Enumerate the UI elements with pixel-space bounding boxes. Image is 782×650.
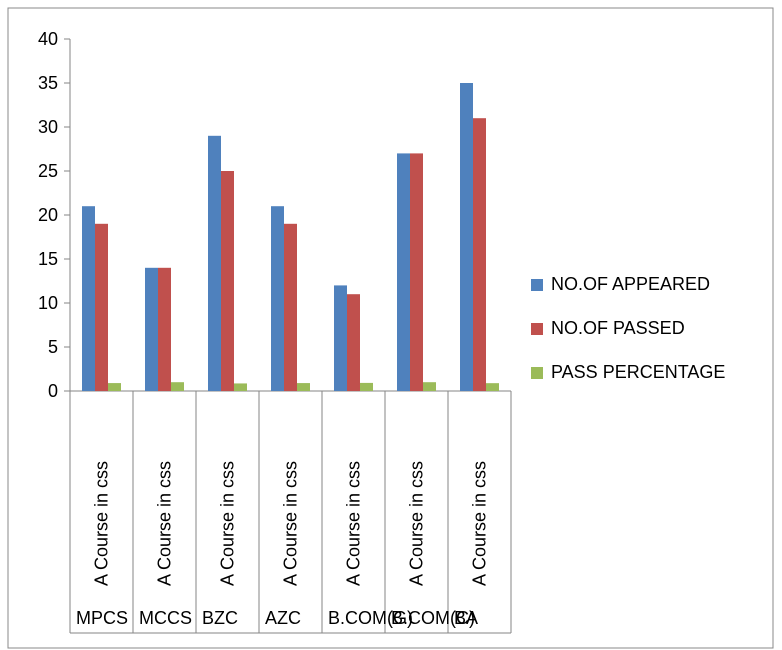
bar	[284, 223, 297, 391]
legend-swatch	[531, 323, 543, 335]
y-tick-label: 25	[38, 161, 58, 181]
legend-swatch	[531, 367, 543, 379]
category-label: A Course in css	[155, 461, 175, 586]
bar	[410, 153, 423, 391]
category-label: A Course in css	[407, 461, 427, 586]
category-label: A Course in css	[344, 461, 364, 586]
bar	[171, 382, 184, 391]
group-label: BA	[454, 608, 478, 628]
y-tick-label: 0	[48, 381, 58, 401]
group-label: AZC	[265, 608, 301, 628]
bar	[158, 267, 171, 391]
y-tick-label: 35	[38, 73, 58, 93]
y-tick-label: 30	[38, 117, 58, 137]
bar	[423, 382, 436, 391]
bar	[473, 118, 486, 391]
bar	[334, 285, 347, 391]
axes	[69, 39, 512, 634]
group-label: MPCS	[76, 608, 128, 628]
bar	[208, 135, 221, 391]
category-label: A Course in css	[92, 461, 112, 586]
y-tick-label: 10	[38, 293, 58, 313]
legend-label: NO.OF APPEARED	[551, 274, 710, 294]
bar	[460, 83, 473, 391]
y-tick-label: 20	[38, 205, 58, 225]
group-label: B.COM(G)	[328, 608, 413, 628]
bar	[360, 382, 373, 391]
bar	[347, 294, 360, 391]
bar	[145, 267, 158, 391]
chart-border	[7, 7, 774, 649]
bar	[221, 171, 234, 391]
group-label: MCCS	[139, 608, 192, 628]
bar	[397, 153, 410, 391]
group-label: B.COM(C)	[391, 608, 475, 628]
y-tick-label: 15	[38, 249, 58, 269]
y-tick-label: 40	[38, 29, 58, 49]
y-tick-label: 5	[48, 337, 58, 357]
bar	[82, 206, 95, 391]
bar	[234, 383, 247, 391]
legend-label: NO.OF PASSED	[551, 318, 685, 338]
y-axis-ticks: 0 5 10 15 20 25 30 35 40	[38, 29, 70, 401]
category-label: A Course in css	[470, 461, 490, 586]
legend-swatch	[531, 279, 543, 291]
bar	[95, 223, 108, 391]
legend: NO.OF APPEARED NO.OF PASSED PASS PERCENTAG…	[531, 274, 725, 382]
group-label: BZC	[202, 608, 238, 628]
category-labels: A Course in css MPCS A Course in css MCCS A …	[76, 461, 490, 628]
bar	[297, 383, 310, 391]
bar	[271, 206, 284, 391]
category-label: A Course in css	[281, 461, 301, 586]
legend-label: PASS PERCENTAGE	[551, 362, 725, 382]
bar	[486, 383, 499, 391]
bar	[108, 383, 121, 391]
bars	[82, 83, 499, 391]
category-label: A Course in css	[218, 461, 238, 586]
